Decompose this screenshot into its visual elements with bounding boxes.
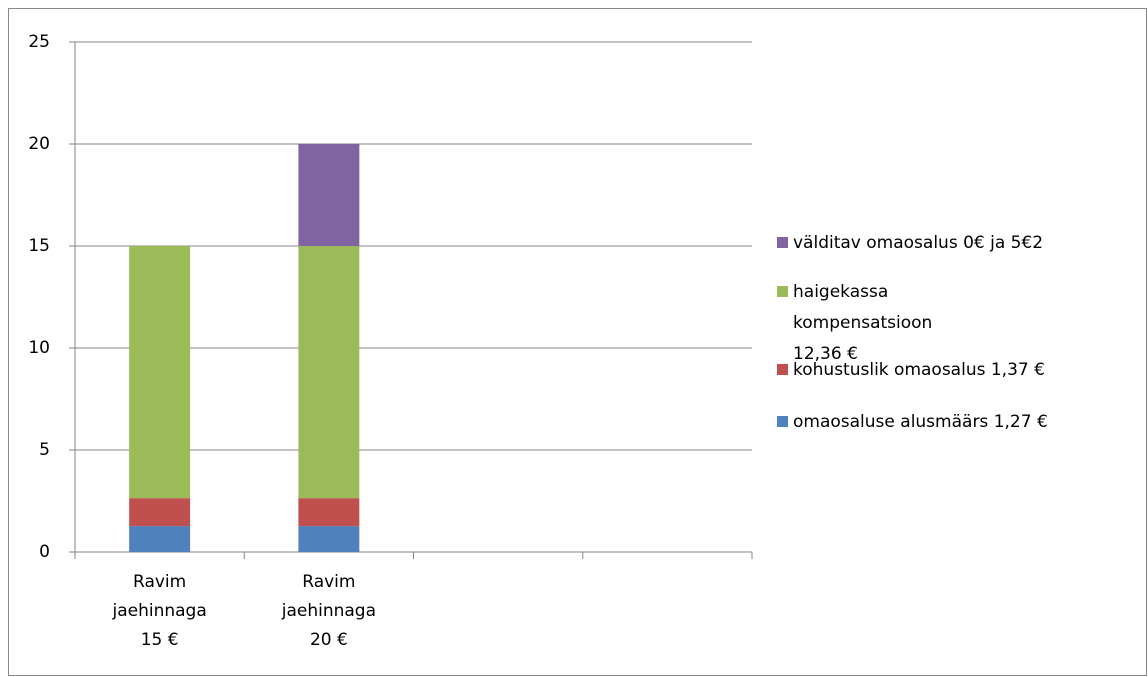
- legend-label: kohustuslik omaosalus 1,37 €: [793, 360, 1045, 380]
- legend-item: kohustuslik omaosalus 1,37 €: [777, 355, 1148, 386]
- bar-segment: [298, 246, 360, 499]
- legend-label: omaosaluse alusmäärs 1,27 €: [793, 412, 1048, 432]
- chart-border: [8, 8, 1147, 676]
- legend-item: haigekassa kompensatsioon 12,36 €: [777, 277, 983, 370]
- y-tick-label: 5: [39, 440, 50, 460]
- legend-label: välditav omaosalus 0€ ja 5€2: [793, 233, 1044, 253]
- legend-swatch: [777, 416, 788, 427]
- legend-item: välditav omaosalus 0€ ja 5€2: [777, 228, 1148, 259]
- bar-segment: [129, 246, 191, 499]
- x-tick-label: Ravim jaehinnaga 15 €: [112, 572, 207, 650]
- y-tick-label: 15: [28, 236, 50, 256]
- legend-label: haigekassa kompensatsioon 12,36 €: [793, 282, 933, 364]
- y-tick-label: 10: [28, 338, 50, 358]
- legend-item: omaosaluse alusmäärs 1,27 €: [777, 407, 1148, 438]
- x-tick-label: Ravim jaehinnaga 20 €: [281, 572, 377, 650]
- bar-segment: [298, 526, 360, 552]
- bar-segment: [129, 526, 191, 552]
- bar-segment: [129, 498, 191, 527]
- legend-swatch: [777, 237, 788, 248]
- bar-segment: [298, 144, 360, 246]
- bar-segment: [298, 498, 360, 527]
- legend-swatch: [777, 364, 788, 375]
- y-tick-label: 25: [28, 32, 50, 52]
- legend-swatch: [777, 286, 788, 297]
- y-tick-label: 0: [39, 542, 50, 562]
- y-tick-label: 20: [28, 134, 50, 154]
